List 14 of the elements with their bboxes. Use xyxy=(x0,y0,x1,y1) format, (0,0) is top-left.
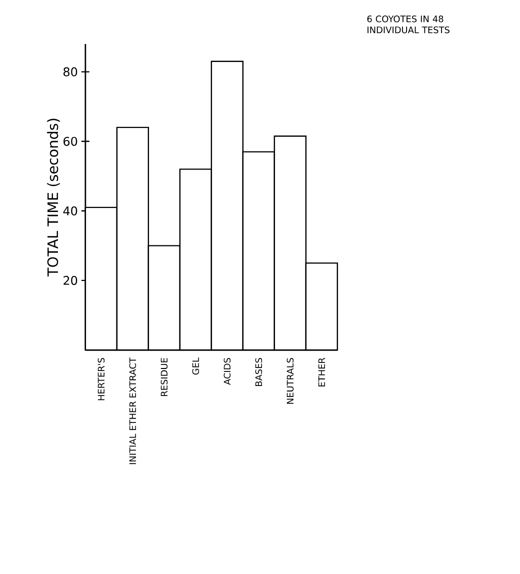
x-tick-label: RESIDUE xyxy=(160,358,168,396)
y-tick-label: 60 xyxy=(63,136,78,146)
y-axis-title: TOTAL TIME (seconds) xyxy=(46,118,60,276)
text: 6 COYOTES IN 48 INDIVIDUAL TESTS xyxy=(367,16,450,34)
y-tick-label: 20 xyxy=(63,276,78,285)
x-tick-label: NEUTRALS xyxy=(286,358,294,404)
x-tick-label: ACIDS xyxy=(224,358,230,385)
x-tick-label: GEL xyxy=(192,358,199,375)
x-tick-label: ETHER xyxy=(318,358,325,386)
x-tick-label: BASES xyxy=(255,358,262,386)
y-tick-label: 80 xyxy=(63,67,78,76)
y-tick-label: 40 xyxy=(63,206,78,216)
x-tick-label: HERTER'S xyxy=(98,358,104,400)
x-tick-label: INITIAL ETHER EXTRACT xyxy=(129,357,136,464)
